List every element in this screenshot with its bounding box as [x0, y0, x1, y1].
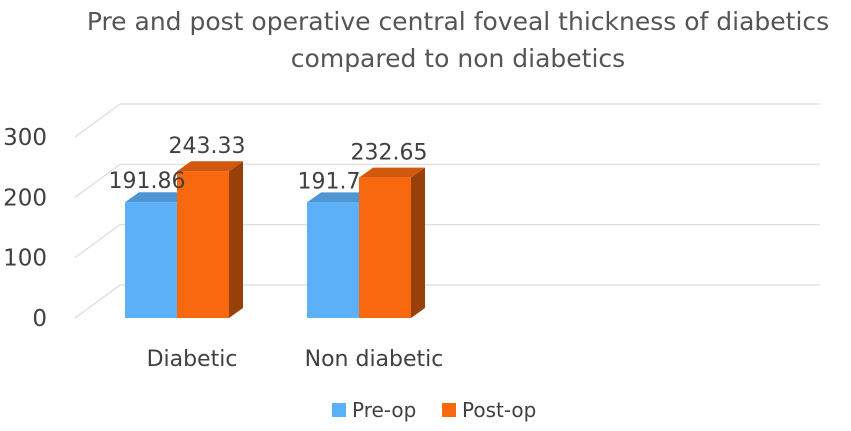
y-tick-label: 300 — [3, 125, 47, 151]
bar — [359, 167, 425, 318]
chart-title: Pre and post operative central foveal th… — [87, 7, 829, 73]
legend-swatch — [442, 403, 456, 417]
data-labels: 191.86 243.33 191.7 232.65 — [109, 134, 428, 194]
bar-top — [359, 167, 425, 178]
bar-top — [125, 192, 191, 203]
chart-title-line-1: Pre and post operative central foveal th… — [87, 7, 829, 36]
gridline-depth — [74, 224, 121, 259]
legend-label: Pre-op — [352, 398, 416, 422]
bar-top — [177, 161, 243, 172]
bar-top — [307, 192, 373, 203]
bars — [125, 161, 425, 318]
bar-front — [125, 202, 177, 318]
bar — [177, 161, 243, 318]
x-axis-categories: Diabetic Non diabetic — [147, 347, 444, 372]
legend: Pre-op Post-op — [332, 398, 536, 422]
gridline-depth — [74, 103, 121, 138]
bar-side — [411, 167, 425, 318]
bar-front — [359, 177, 411, 318]
bar-front — [307, 202, 359, 318]
gridline-depth — [74, 163, 121, 198]
category-label: Diabetic — [147, 347, 238, 372]
y-tick-label: 100 — [3, 246, 47, 272]
data-label: 232.65 — [351, 141, 428, 166]
legend-swatch — [332, 403, 346, 417]
y-tick-label: 200 — [3, 185, 47, 211]
bar-side — [229, 161, 243, 318]
data-label: 191.86 — [109, 169, 186, 194]
data-label: 243.33 — [169, 134, 246, 159]
y-tick-label: 0 — [32, 306, 47, 332]
data-label: 191.7 — [298, 169, 361, 194]
gridline-depth — [74, 284, 121, 319]
legend-label: Post-op — [462, 398, 536, 422]
category-label: Non diabetic — [305, 347, 444, 372]
y-axis-ticks: 0 100 200 300 — [3, 125, 47, 332]
bar-front — [177, 171, 229, 318]
chart-title-line-2: compared to non diabetics — [291, 44, 625, 73]
